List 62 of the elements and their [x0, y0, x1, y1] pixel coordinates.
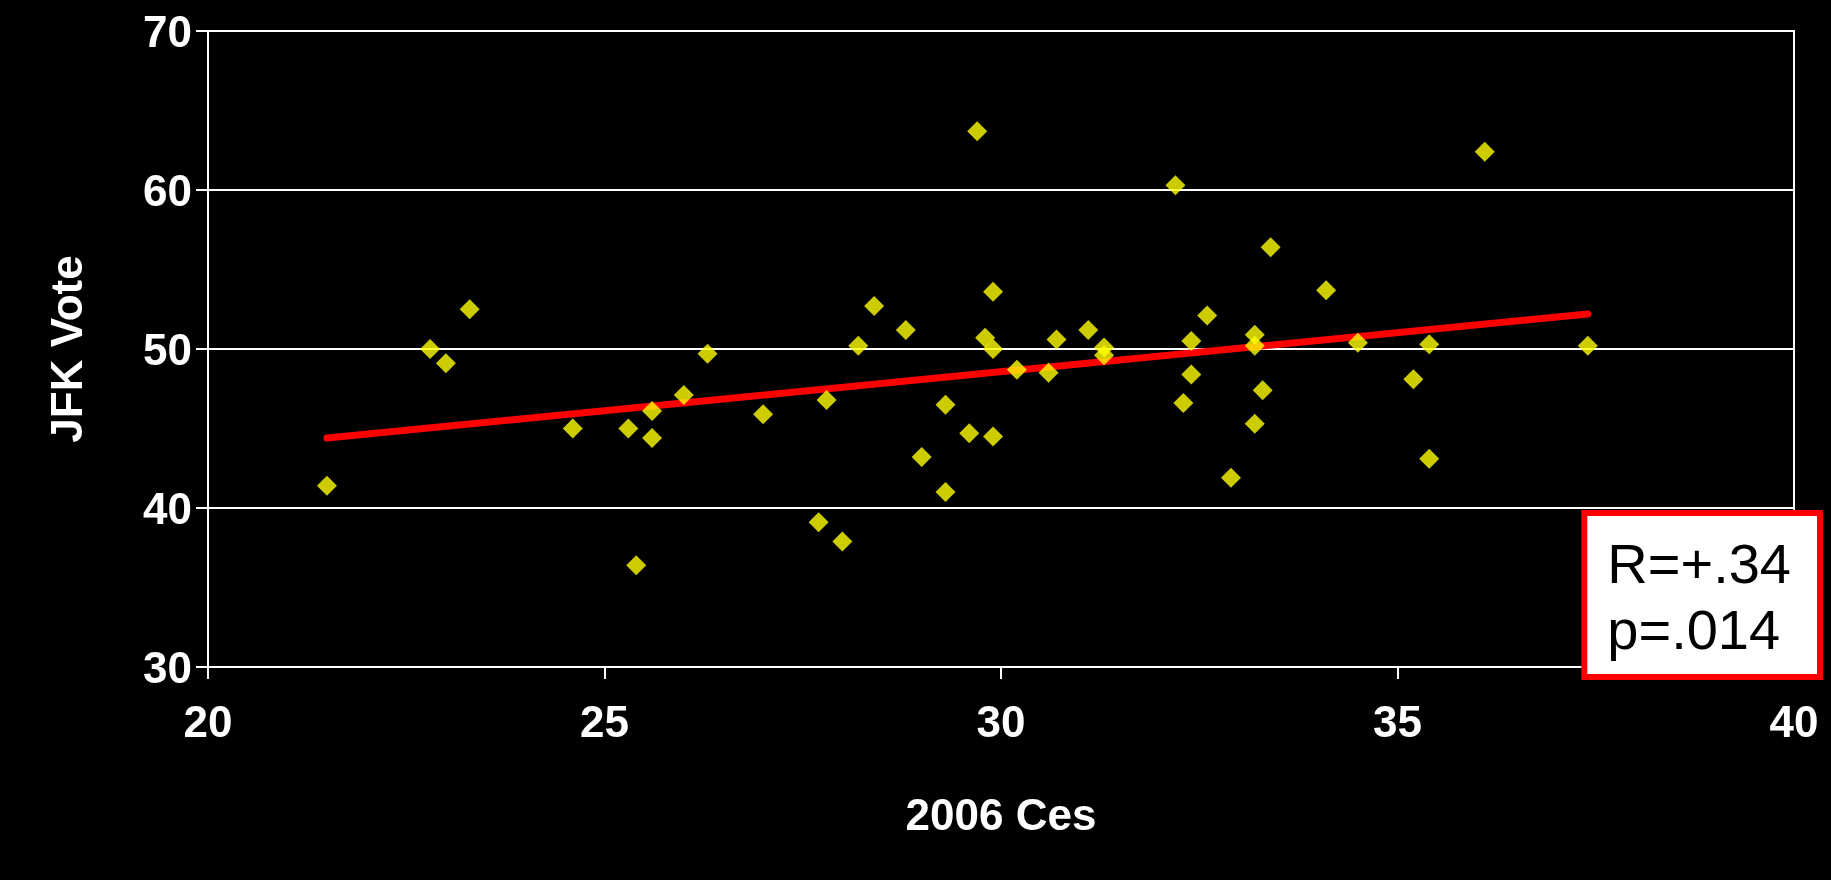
point [642, 401, 663, 422]
point [983, 426, 1004, 447]
point [1244, 335, 1265, 356]
point [1252, 380, 1273, 401]
point [864, 296, 885, 317]
y-tick-label: 40 [143, 483, 192, 533]
point [1165, 175, 1186, 196]
point [832, 531, 853, 552]
point [1403, 369, 1424, 390]
point [618, 418, 639, 439]
point [1181, 364, 1202, 385]
point [895, 319, 916, 340]
point [975, 327, 996, 348]
x-axis-title: 2006 Ces [905, 789, 1097, 839]
point [1220, 467, 1241, 488]
x-tick-label: 25 [580, 696, 629, 746]
y-tick-label: 60 [143, 165, 192, 215]
point [316, 475, 337, 496]
point [848, 335, 869, 356]
y-tick-label: 30 [143, 642, 192, 692]
point [1347, 332, 1368, 353]
y-tick-label: 70 [143, 6, 192, 56]
point [1260, 237, 1281, 258]
point [1244, 413, 1265, 434]
point [642, 428, 663, 449]
point [1197, 305, 1218, 326]
x-tick-label: 30 [976, 696, 1026, 746]
point [1094, 345, 1115, 366]
annotation: R=+.34 p=.014 [1607, 531, 1792, 661]
point [435, 353, 456, 374]
point [935, 394, 956, 415]
point [983, 281, 1004, 302]
point [1181, 331, 1202, 352]
point [1173, 393, 1194, 414]
point [1006, 359, 1027, 380]
point [911, 447, 932, 468]
point [959, 423, 980, 444]
point [935, 482, 956, 503]
point [983, 339, 1004, 359]
point [1577, 335, 1598, 356]
y-axis-title: JFK Vote [41, 255, 91, 443]
point [816, 389, 837, 410]
point [808, 512, 829, 533]
y-tick-label: 50 [143, 324, 192, 374]
point [1078, 319, 1099, 340]
point [562, 418, 583, 439]
x-tick-label: 20 [183, 696, 233, 746]
x-tick-label: 35 [1373, 696, 1422, 746]
point [1038, 362, 1059, 383]
point [1419, 334, 1440, 355]
point [967, 121, 988, 142]
point [697, 343, 718, 364]
x-tick-label: 40 [1769, 696, 1819, 746]
point [1474, 141, 1495, 162]
point [1316, 280, 1337, 301]
point [753, 404, 774, 425]
point [1419, 448, 1440, 469]
point [626, 555, 647, 576]
point [459, 299, 480, 320]
point [1046, 329, 1067, 350]
point [673, 385, 694, 406]
point [420, 339, 441, 359]
